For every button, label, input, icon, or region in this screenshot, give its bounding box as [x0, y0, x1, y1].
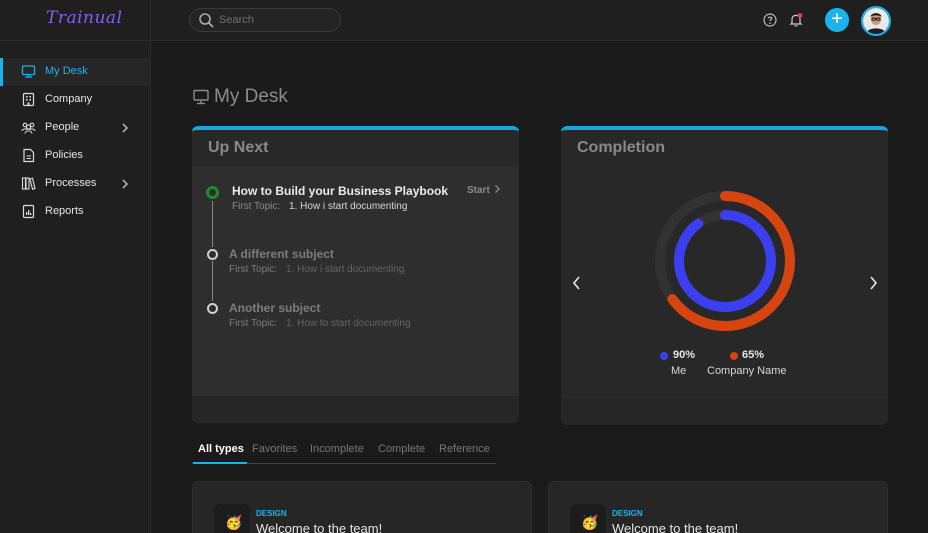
up-next-card: Up Next How to Build your Business Playb… — [192, 126, 519, 423]
timeline-dot — [207, 303, 218, 314]
completion-card: Completion 90% Me 65% Company Name — [561, 126, 888, 425]
tab-favorites[interactable]: Favorites — [252, 443, 298, 455]
page-title: My Desk — [214, 86, 288, 107]
people-icon — [21, 122, 36, 134]
app-logo[interactable]: Trainual — [46, 8, 123, 28]
building-icon — [22, 92, 35, 107]
sidebar-item-label: Processes — [45, 177, 97, 189]
chevron-right-icon[interactable] — [120, 122, 130, 134]
completion-title: Completion — [577, 139, 665, 156]
chart-document-icon — [22, 204, 35, 219]
up-next-list: How to Build your Business Playbook Firs… — [192, 166, 519, 395]
start-button[interactable]: Start — [467, 184, 502, 196]
lesson-title[interactable]: A different subject — [229, 247, 334, 261]
sidebar-item-label: My Desk — [45, 65, 88, 77]
timeline-connector — [212, 261, 213, 301]
up-next-title: Up Next — [208, 139, 269, 156]
legend-value-company: 65% — [742, 349, 765, 361]
user-avatar[interactable] — [861, 6, 891, 36]
books-icon — [21, 177, 36, 191]
lesson-card-title: Welcome to the team! — [256, 521, 383, 533]
tab-complete[interactable]: Complete — [378, 443, 426, 455]
chevron-left-icon[interactable] — [570, 274, 584, 292]
lesson-card[interactable]: 🥳 DESIGN Welcome to the team! — [548, 481, 888, 533]
sidebar-item-reports[interactable]: Reports — [0, 198, 150, 226]
timeline-current-dot — [206, 186, 219, 199]
timeline-dot — [207, 249, 218, 260]
lesson-card-thumbnail: 🥳 — [214, 504, 250, 533]
chevron-right-icon — [494, 185, 500, 193]
tab-incomplete[interactable]: Incomplete — [310, 443, 364, 455]
sidebar-item-people[interactable]: People — [0, 114, 150, 142]
monitor-icon — [21, 65, 36, 78]
completion-donut-chart — [655, 191, 795, 331]
lesson-card-title: Welcome to the team! — [612, 521, 739, 533]
logo-divider — [150, 0, 151, 41]
legend-dot-me — [660, 352, 668, 360]
timeline-connector — [212, 201, 213, 247]
lesson-card-tag: DESIGN — [256, 509, 287, 518]
monitor-icon — [193, 89, 209, 105]
card-footer — [192, 395, 519, 423]
tab-all-types[interactable]: All types — [198, 443, 244, 455]
add-button[interactable]: + — [825, 8, 849, 32]
search-icon — [199, 13, 214, 28]
sidebar-item-company[interactable]: Company — [0, 86, 150, 114]
lesson-topic: 1. How to start documenting — [286, 318, 411, 329]
avatar-portrait-icon — [863, 8, 889, 34]
start-label: Start — [467, 185, 490, 196]
lesson-title[interactable]: How to Build your Business Playbook — [232, 184, 449, 198]
card-header: Up Next — [192, 130, 519, 166]
card-header: Completion — [561, 130, 888, 166]
card-footer — [561, 397, 888, 425]
lesson-topic: 1. How i start documenting — [289, 201, 408, 212]
legend-dot-company — [730, 352, 738, 360]
sidebar-item-label: People — [45, 121, 80, 133]
lesson-topic-label: First Topic: — [232, 201, 281, 212]
lesson-title[interactable]: Another subject — [229, 301, 321, 315]
lesson-card-tag: DESIGN — [612, 509, 643, 518]
document-icon — [23, 148, 35, 163]
filter-tabs: All types Favorites Incomplete Complete … — [193, 440, 496, 464]
legend-label-me: Me — [671, 365, 687, 377]
search-input[interactable] — [219, 11, 334, 29]
party-face-icon: 🥳 — [581, 514, 599, 530]
sidebar-item-my-desk[interactable]: My Desk — [0, 58, 150, 86]
chevron-right-icon[interactable] — [866, 274, 880, 292]
lesson-topic: 1. How i start documenting — [286, 264, 405, 275]
tab-reference[interactable]: Reference — [439, 443, 490, 455]
lesson-topic-label: First Topic: — [229, 264, 278, 275]
chevron-right-icon[interactable] — [120, 178, 130, 190]
active-tab-indicator — [193, 462, 247, 464]
me-progress-ring — [674, 210, 776, 312]
legend-label-company: Company Name — [707, 365, 787, 377]
sidebar-item-label: Policies — [45, 149, 83, 161]
notification-bell-icon[interactable] — [788, 12, 804, 28]
search-box[interactable] — [189, 8, 341, 32]
sidebar: My Desk Company People Polici — [0, 41, 151, 533]
help-icon[interactable] — [763, 13, 777, 27]
company-progress-ring — [655, 191, 795, 331]
lesson-topic-label: First Topic: — [229, 318, 278, 329]
legend-value-me: 90% — [673, 349, 696, 361]
lesson-card-thumbnail: 🥳 — [570, 504, 606, 533]
sidebar-item-processes[interactable]: Processes — [0, 170, 150, 198]
sidebar-item-policies[interactable]: Policies — [0, 142, 150, 170]
top-bar: Trainual + — [0, 0, 928, 41]
sidebar-item-label: Reports — [45, 205, 84, 217]
party-face-icon: 🥳 — [225, 514, 243, 530]
sidebar-item-label: Company — [45, 93, 93, 105]
lesson-card[interactable]: 🥳 DESIGN Welcome to the team! — [192, 481, 532, 533]
